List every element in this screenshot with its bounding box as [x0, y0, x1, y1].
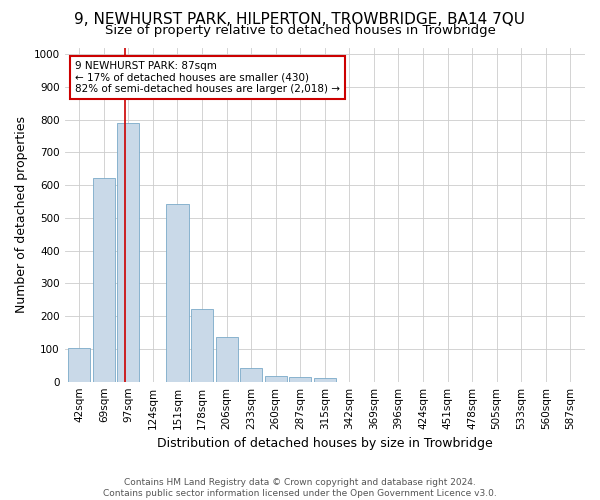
Text: 9 NEWHURST PARK: 87sqm
← 17% of detached houses are smaller (430)
82% of semi-de: 9 NEWHURST PARK: 87sqm ← 17% of detached… — [75, 61, 340, 94]
Bar — [118, 123, 139, 382]
Bar — [191, 309, 213, 382]
Bar — [68, 348, 91, 382]
Bar — [289, 377, 311, 382]
Bar — [166, 204, 188, 382]
Y-axis label: Number of detached properties: Number of detached properties — [15, 116, 28, 313]
Bar — [314, 378, 336, 382]
Text: 9, NEWHURST PARK, HILPERTON, TROWBRIDGE, BA14 7QU: 9, NEWHURST PARK, HILPERTON, TROWBRIDGE,… — [74, 12, 526, 28]
Bar — [240, 368, 262, 382]
Bar — [215, 338, 238, 382]
Text: Contains HM Land Registry data © Crown copyright and database right 2024.
Contai: Contains HM Land Registry data © Crown c… — [103, 478, 497, 498]
Bar — [93, 178, 115, 382]
X-axis label: Distribution of detached houses by size in Trowbridge: Distribution of detached houses by size … — [157, 437, 493, 450]
Text: Size of property relative to detached houses in Trowbridge: Size of property relative to detached ho… — [104, 24, 496, 37]
Bar — [265, 376, 287, 382]
